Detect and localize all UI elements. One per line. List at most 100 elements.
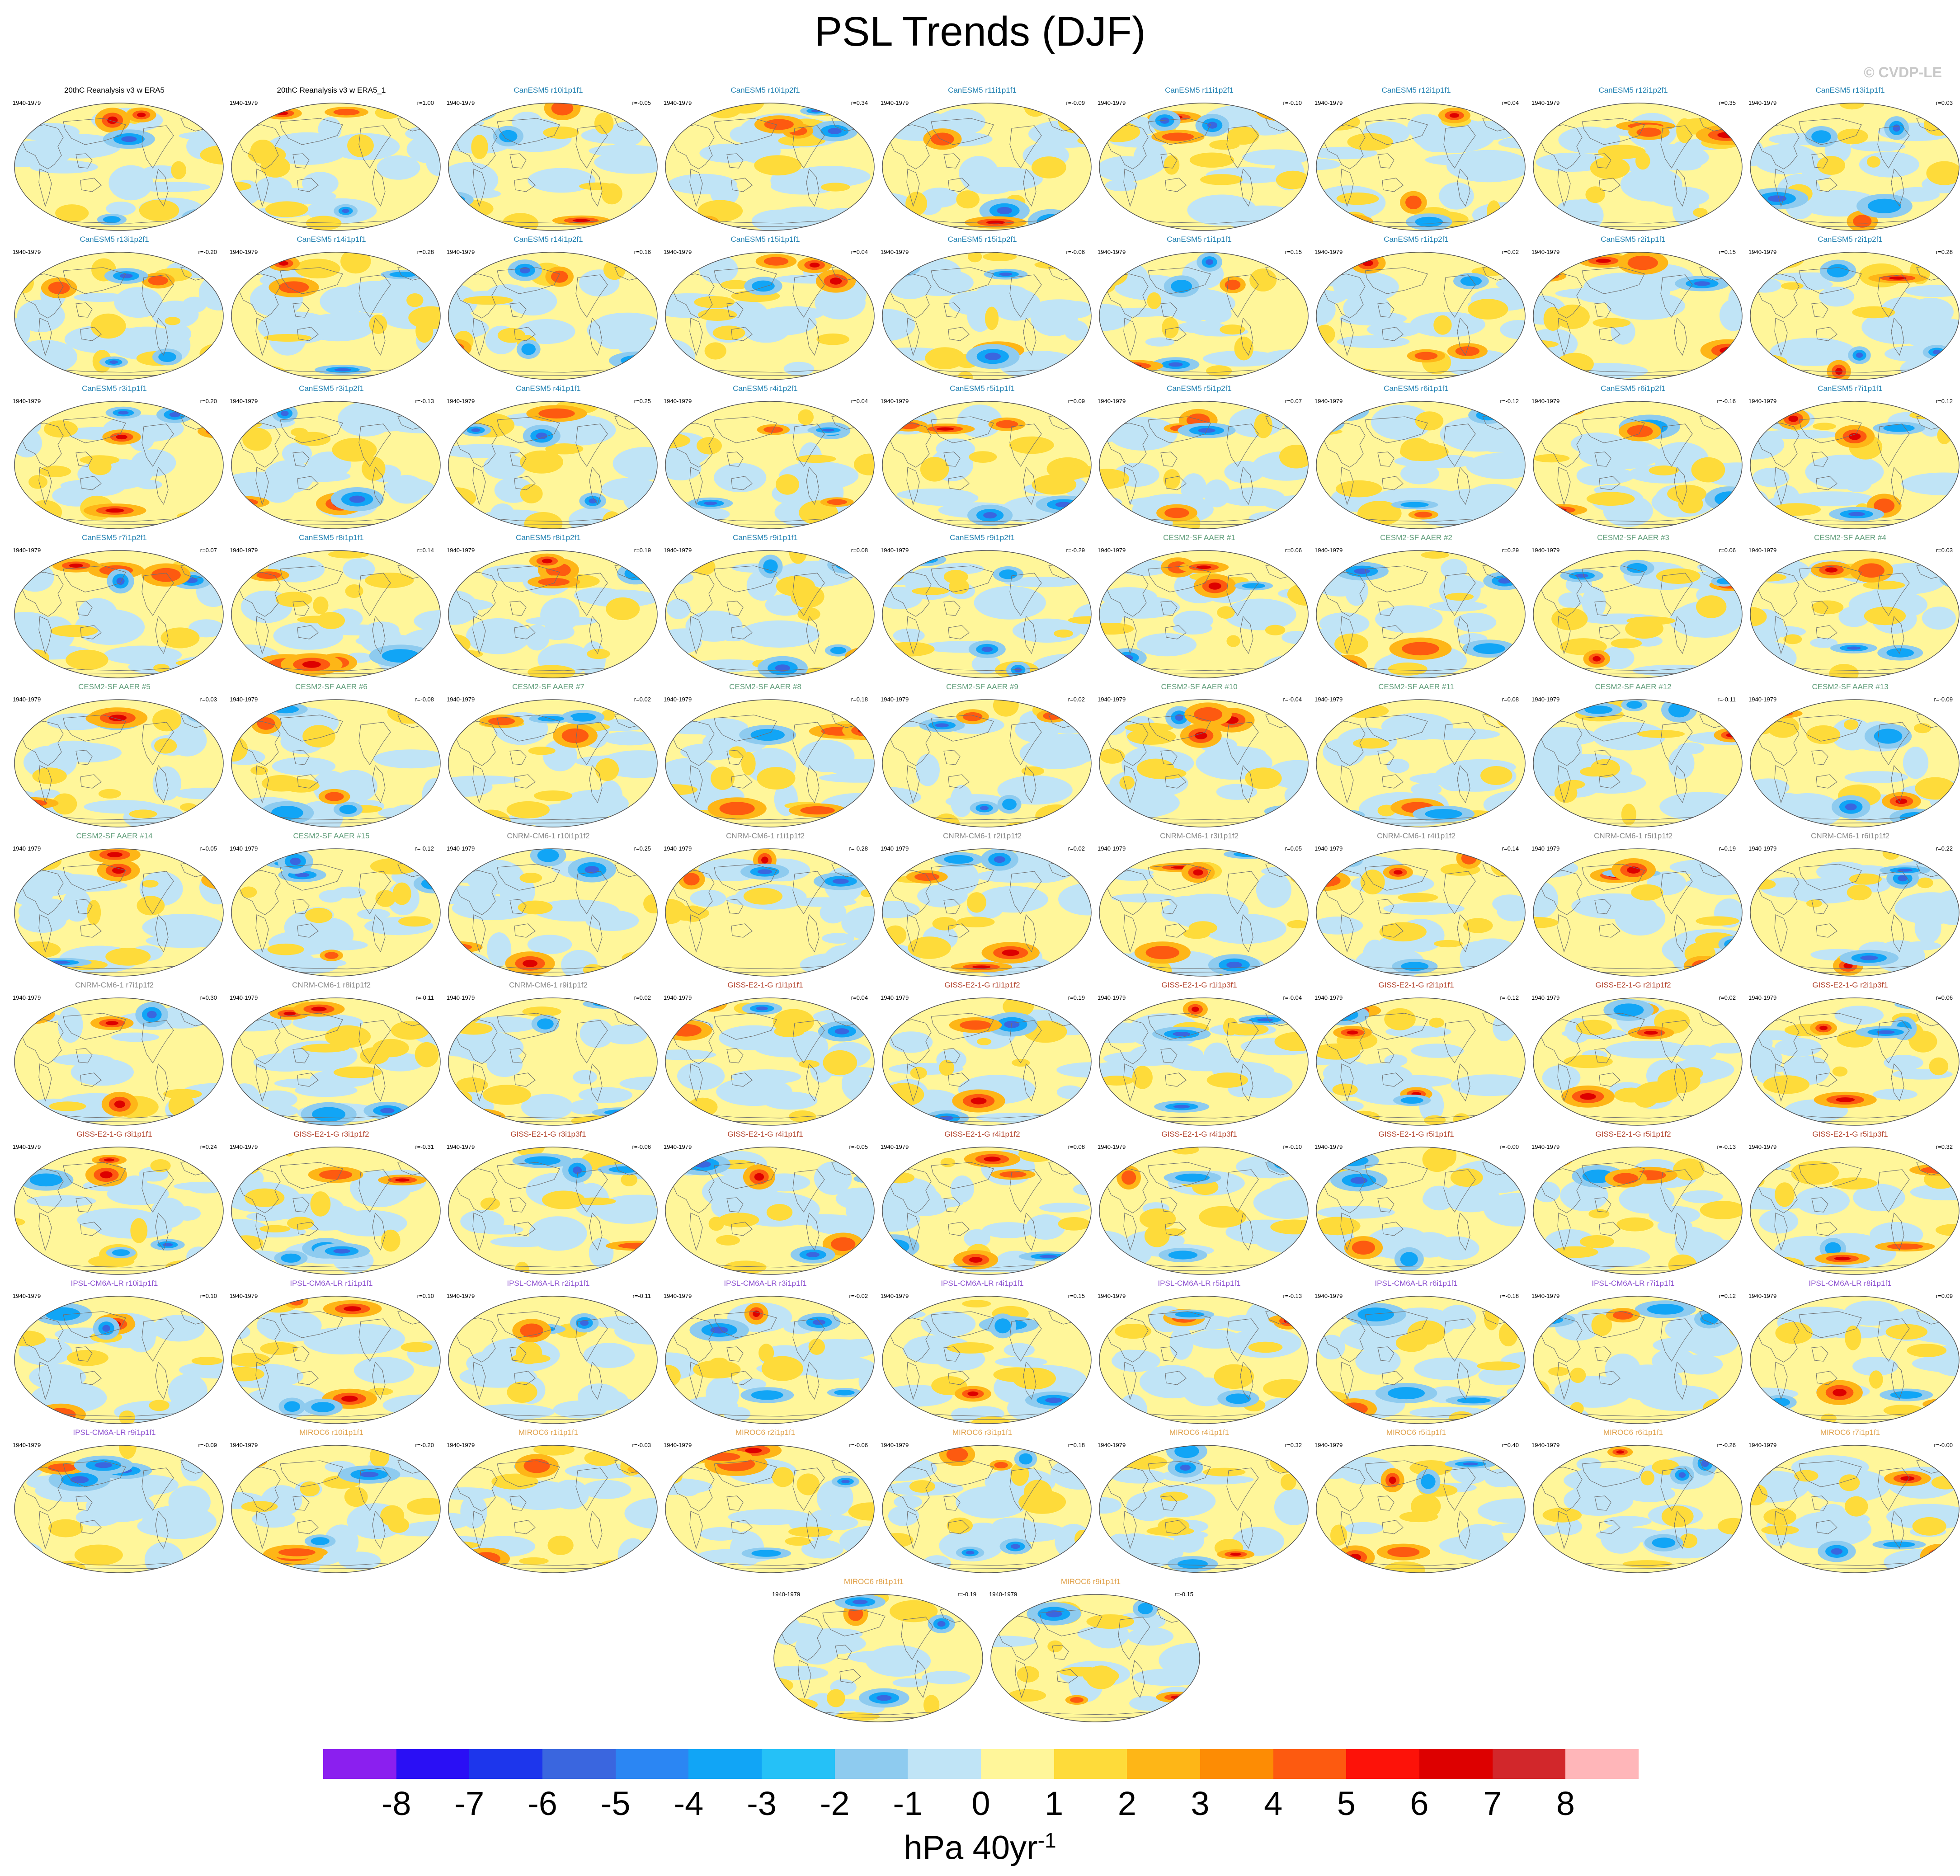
panel-correlation: r=0.16 (634, 249, 651, 255)
panel-period: 1940-1979 (13, 398, 41, 404)
panel-correlation: r=0.15 (1719, 249, 1736, 255)
map-panel: IPSL-CM6A-LR r3i1p1f1 1940-1979 r=-0.02 (657, 1279, 875, 1428)
colorbar-swatch (469, 1749, 543, 1779)
trend-map (231, 848, 441, 977)
panel-period: 1940-1979 (1098, 696, 1126, 703)
colorbar-swatch (542, 1749, 616, 1779)
trend-map (1099, 550, 1309, 678)
panel-title: CanESM5 r14i1p1f1 (297, 235, 366, 244)
panel-period: 1940-1979 (772, 1591, 801, 1598)
panel-period: 1940-1979 (1748, 1442, 1777, 1448)
panel-correlation: r=0.02 (634, 994, 651, 1001)
colorbar-swatch (908, 1749, 981, 1779)
map-panel: CanESM5 r14i1p2f1 1940-1979 r=0.16 (440, 235, 658, 384)
panel-correlation: r=-0.19 (957, 1591, 976, 1598)
panel-title: CanESM5 r1i1p2f1 (1384, 235, 1449, 244)
map-panel: CanESM5 r13i1p2f1 1940-1979 r=-0.20 (6, 235, 224, 384)
colorbar-swatch (1200, 1749, 1274, 1779)
map-panel: GISS-E2-1-G r1i1p1f1 1940-1979 r=0.04 (657, 981, 875, 1130)
trend-map (1099, 1445, 1309, 1573)
trend-map (1750, 699, 1960, 828)
panel-period: 1940-1979 (989, 1591, 1018, 1598)
panel-title: GISS-E2-1-G r2i1p1f2 (1595, 981, 1671, 989)
map-panel: CanESM5 r15i1p2f1 1940-1979 r=-0.06 (874, 235, 1092, 384)
panel-title: CNRM-CM6-1 r1i1p1f2 (726, 832, 805, 840)
panel-correlation: r=0.04 (851, 249, 868, 255)
map-panel: CNRM-CM6-1 r8i1p1f2 1940-1979 r=-0.11 (223, 981, 441, 1130)
panel-title: CanESM5 r7i1p2f1 (82, 533, 147, 542)
colorbar-swatch (615, 1749, 689, 1779)
trend-map (1533, 1296, 1743, 1424)
panel-title: CanESM5 r12i1p2f1 (1598, 86, 1668, 94)
map-panel: IPSL-CM6A-LR r6i1p1f1 1940-1979 r=-0.18 (1308, 1279, 1526, 1428)
map-panel: CNRM-CM6-1 r9i1p1f2 1940-1979 r=0.02 (440, 981, 658, 1130)
panel-period: 1940-1979 (1098, 994, 1126, 1001)
panel-period: 1940-1979 (447, 845, 475, 852)
trend-map (448, 401, 658, 529)
map-panel: CNRM-CM6-1 r7i1p1f2 1940-1979 r=0.30 (6, 981, 224, 1130)
trend-map (231, 252, 441, 380)
panel-title: CanESM5 r6i1p1f1 (1384, 384, 1449, 393)
panel-title: IPSL-CM6A-LR r4i1p1f1 (941, 1279, 1024, 1288)
panel-correlation: r=-0.12 (1500, 994, 1519, 1001)
panel-title: 20thC Reanalysis v3 w ERA5 (64, 86, 165, 94)
map-panel: CESM2-SF AAER #2 1940-1979 r=0.29 (1308, 533, 1526, 682)
panel-title: CNRM-CM6-1 r5i1p1f2 (1594, 832, 1673, 840)
panel-title: CESM2-SF AAER #6 (295, 682, 368, 691)
colorbar-tick-label: -8 (381, 1785, 411, 1822)
map-panel: CNRM-CM6-1 r10i1p1f2 1940-1979 r=0.25 (440, 832, 658, 981)
colorbar-tick-label: -3 (747, 1785, 777, 1822)
panel-correlation: r=0.15 (1068, 1293, 1085, 1299)
panel-title: CNRM-CM6-1 r10i1p1f2 (507, 832, 590, 840)
trend-map (665, 103, 875, 231)
panel-period: 1940-1979 (13, 1143, 41, 1150)
panel-correlation: r=0.07 (200, 547, 217, 554)
panel-period: 1940-1979 (881, 845, 909, 852)
panel-correlation: r=0.24 (200, 1143, 217, 1150)
colorbar-tick-label: 3 (1191, 1785, 1210, 1822)
panel-title: CanESM5 r8i1p1f1 (299, 533, 364, 542)
panel-title: CESM2-SF AAER #15 (293, 832, 370, 840)
panel-title: CanESM5 r4i1p1f1 (516, 384, 581, 393)
colorbar-swatch (981, 1749, 1055, 1779)
panel-period: 1940-1979 (230, 249, 258, 255)
panel-title: MIROC6 r9i1p1f1 (1060, 1577, 1121, 1586)
map-panel: CNRM-CM6-1 r6i1p1f2 1940-1979 r=0.22 (1742, 832, 1960, 981)
panel-correlation: r=-0.00 (1500, 1143, 1519, 1150)
panel-correlation: r=0.32 (1285, 1442, 1302, 1448)
map-panel: CanESM5 r5i1p2f1 1940-1979 r=0.07 (1091, 384, 1309, 533)
map-panel: MIROC6 r3i1p1f1 1940-1979 r=0.18 (874, 1428, 1092, 1577)
panel-period: 1940-1979 (230, 1442, 258, 1448)
panel-correlation: r=0.30 (200, 994, 217, 1001)
panel-period: 1940-1979 (230, 99, 258, 106)
panel-title: IPSL-CM6A-LR r5i1p1f1 (1158, 1279, 1241, 1288)
trend-map (665, 1445, 875, 1573)
panel-title: CESM2-SF AAER #11 (1378, 682, 1454, 691)
colorbar-tick-label: 1 (1045, 1785, 1064, 1822)
trend-map (882, 252, 1092, 380)
trend-map (882, 103, 1092, 231)
panel-correlation: r=0.35 (1719, 99, 1736, 106)
panel-title: MIROC6 r4i1p1f1 (1169, 1428, 1230, 1437)
panel-period: 1940-1979 (13, 99, 41, 106)
panel-period: 1940-1979 (1098, 845, 1126, 852)
panel-period: 1940-1979 (230, 994, 258, 1001)
trend-map (1099, 1296, 1309, 1424)
panel-period: 1940-1979 (881, 547, 909, 554)
panel-correlation: r=0.06 (1936, 994, 1953, 1001)
panel-title: CanESM5 r10i1p1f1 (514, 86, 583, 94)
panel-period: 1940-1979 (664, 1293, 692, 1299)
panel-correlation: r=0.19 (1719, 845, 1736, 852)
panel-period: 1940-1979 (1531, 547, 1560, 554)
panel-period: 1940-1979 (881, 994, 909, 1001)
map-panel: GISS-E2-1-G r1i1p1f2 1940-1979 r=0.19 (874, 981, 1092, 1130)
panel-correlation: r=0.02 (1502, 249, 1519, 255)
panel-period: 1940-1979 (447, 249, 475, 255)
colorbar-swatch (688, 1749, 762, 1779)
trend-map (1750, 997, 1960, 1126)
trend-map (1533, 103, 1743, 231)
map-panel: IPSL-CM6A-LR r4i1p1f1 1940-1979 r=0.15 (874, 1279, 1092, 1428)
trend-map (1099, 699, 1309, 828)
trend-map (882, 401, 1092, 529)
panel-period: 1940-1979 (664, 845, 692, 852)
